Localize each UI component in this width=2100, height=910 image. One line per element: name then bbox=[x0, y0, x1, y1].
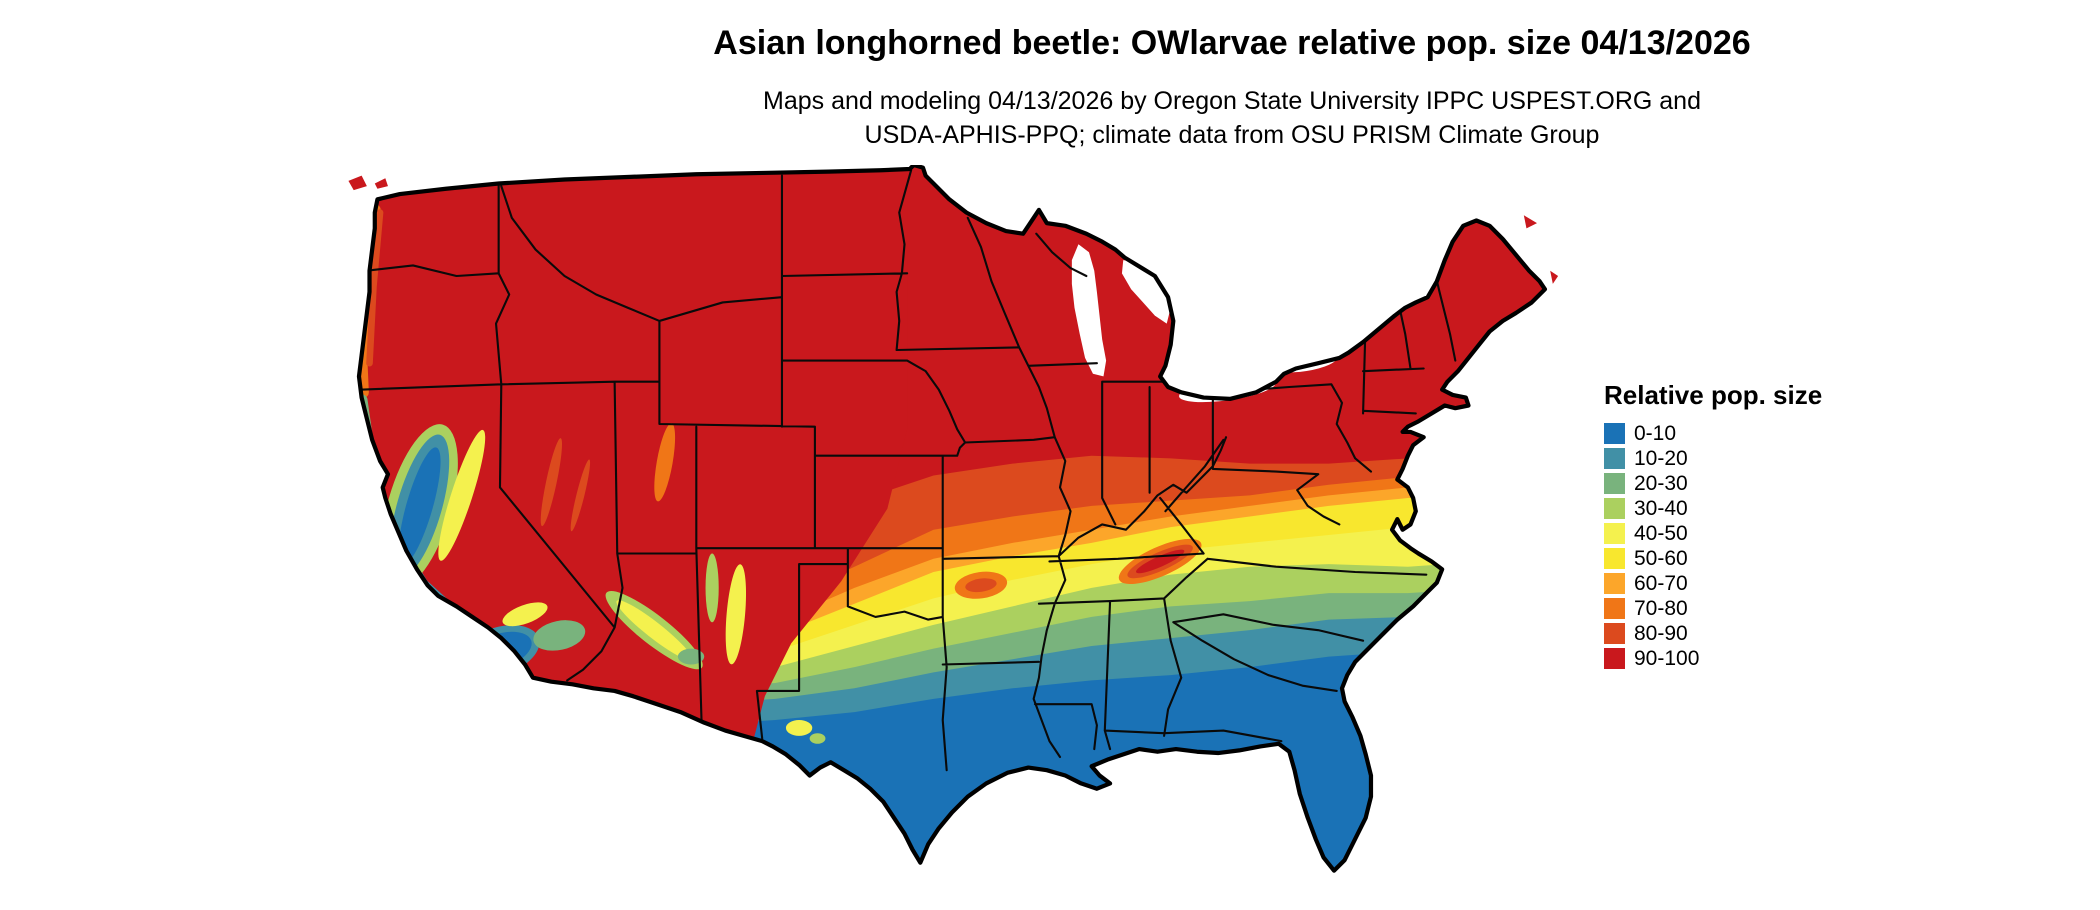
lake-michigan bbox=[1071, 244, 1107, 377]
map-subtitle-line2: USDA-APHIS-PPQ; climate data from OSU PR… bbox=[864, 121, 1600, 149]
terrain-patch bbox=[705, 553, 719, 623]
legend-item: 60-70 bbox=[1604, 573, 1822, 594]
terrain-patch bbox=[809, 733, 826, 744]
us-outline bbox=[356, 162, 1548, 873]
terrain-patch bbox=[725, 564, 747, 665]
legend-items: 0-10 10-20 20-30 30-40 40-50 50-60 60-70 70-80 8… bbox=[1604, 423, 1822, 669]
map-title: Asian longhorned beetle: OWlarvae relati… bbox=[713, 24, 1751, 62]
legend-item: 80-90 bbox=[1604, 623, 1822, 644]
legend-label: 60-70 bbox=[1634, 572, 1688, 595]
map-fragment bbox=[374, 178, 388, 189]
legend-swatch bbox=[1604, 548, 1625, 569]
legend-item: 90-100 bbox=[1604, 648, 1822, 669]
legend-swatch bbox=[1604, 573, 1625, 594]
map-subtitle-line1: Maps and modeling 04/13/2026 by Oregon S… bbox=[763, 87, 1701, 115]
terrain-patch bbox=[677, 648, 705, 665]
legend-item: 10-20 bbox=[1604, 448, 1822, 469]
legend-item: 0-10 bbox=[1604, 423, 1822, 444]
map-fragment bbox=[1550, 270, 1559, 284]
map-fragment bbox=[1523, 215, 1538, 229]
legend-swatch bbox=[1604, 498, 1625, 519]
terrain-patch bbox=[654, 423, 676, 502]
raster-layers bbox=[358, 165, 1545, 871]
great-lakes bbox=[1071, 244, 1338, 403]
legend-item: 30-40 bbox=[1604, 498, 1822, 519]
lake-ontario bbox=[1272, 351, 1338, 373]
legend-label: 30-40 bbox=[1634, 497, 1688, 520]
legend-label: 80-90 bbox=[1634, 622, 1688, 645]
legend: Relative pop. size 0-10 10-20 20-30 30-40 40… bbox=[1604, 380, 1822, 673]
legend-item: 40-50 bbox=[1604, 523, 1822, 544]
terrain-patch bbox=[965, 578, 997, 593]
terrain-patch bbox=[398, 447, 441, 565]
legend-swatch bbox=[1604, 473, 1625, 494]
legend-label: 10-20 bbox=[1634, 447, 1688, 470]
legend-item: 70-80 bbox=[1604, 598, 1822, 619]
us-map-svg bbox=[348, 162, 1559, 873]
state-borders bbox=[359, 169, 1457, 772]
map-subtitle: Maps and modeling 04/13/2026 by Oregon S… bbox=[763, 84, 1701, 152]
legend-item: 50-60 bbox=[1604, 548, 1822, 569]
legend-swatch bbox=[1604, 623, 1625, 644]
legend-label: 20-30 bbox=[1634, 472, 1688, 495]
terrain-patch bbox=[502, 602, 548, 627]
terrain-patch bbox=[366, 209, 384, 367]
terrain-patch bbox=[785, 720, 813, 736]
legend-label: 90-100 bbox=[1634, 647, 1700, 670]
legend-title: Relative pop. size bbox=[1604, 380, 1823, 410]
legend-label: 40-50 bbox=[1634, 522, 1688, 545]
legend-swatch bbox=[1604, 448, 1625, 469]
terrain-patch bbox=[616, 600, 692, 661]
terrain-patch bbox=[438, 429, 486, 561]
terrain-patch bbox=[533, 620, 586, 651]
terrain-patch bbox=[570, 459, 591, 532]
legend-swatch bbox=[1604, 423, 1625, 444]
canada-fragments bbox=[348, 175, 1559, 284]
legend-swatch bbox=[1604, 523, 1625, 544]
legend-swatch bbox=[1604, 598, 1625, 619]
us-map bbox=[301, 162, 1566, 905]
lake-huron bbox=[1121, 260, 1171, 324]
legend-swatch bbox=[1604, 648, 1625, 669]
legend-label: 0-10 bbox=[1634, 422, 1677, 445]
map-fragment bbox=[348, 175, 367, 191]
legend-label: 50-60 bbox=[1634, 547, 1688, 570]
legend-item: 20-30 bbox=[1604, 473, 1822, 494]
legend-label: 70-80 bbox=[1634, 597, 1688, 620]
terrain-patch bbox=[540, 438, 563, 527]
